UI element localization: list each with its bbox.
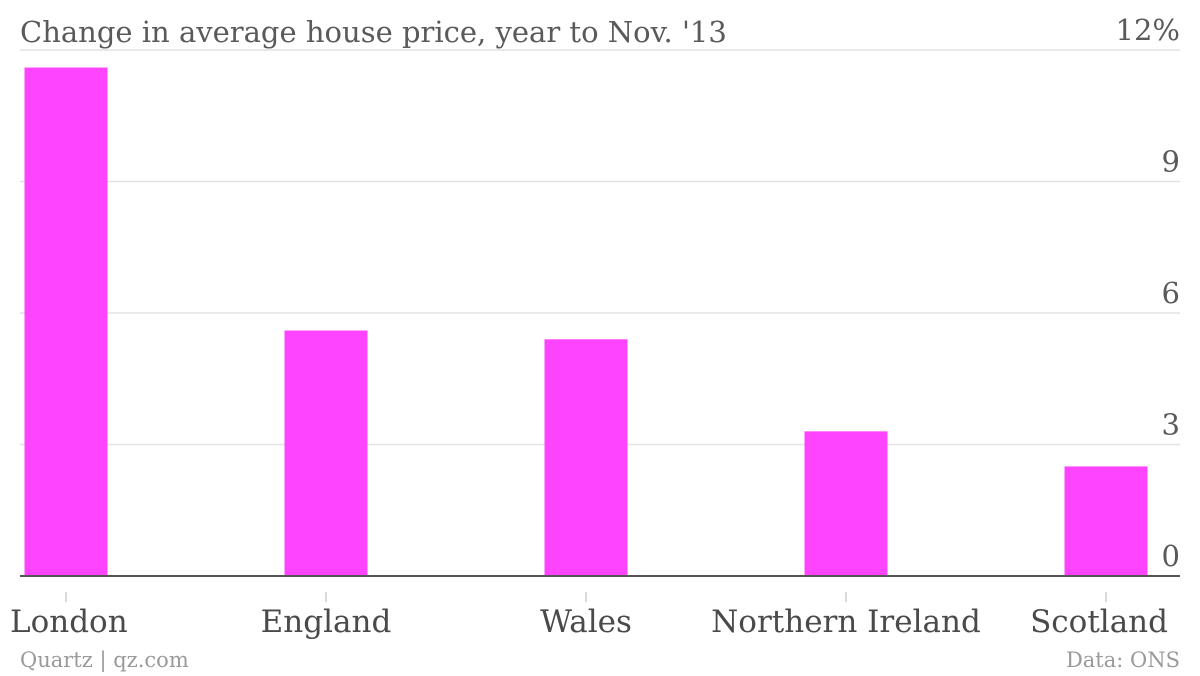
category-labels: London England Wales Northern Ireland Scotla… — [10, 604, 1168, 640]
category-label: London — [10, 604, 128, 640]
category-label: Scotland — [1030, 604, 1168, 640]
y-tick-label: 9 — [1162, 145, 1180, 179]
source-credit: Quartz | qz.com — [20, 648, 189, 673]
y-tick-label: 0 — [1162, 539, 1180, 573]
category-label: Wales — [540, 604, 632, 640]
bar-wales — [544, 339, 628, 576]
category-label: Northern Ireland — [711, 604, 981, 640]
data-source: Data: ONS — [1066, 648, 1180, 672]
y-tick-label: 12% — [1116, 13, 1180, 47]
y-tick-label: 6 — [1162, 276, 1180, 310]
y-tick-label: 3 — [1162, 408, 1180, 442]
bar-london — [24, 67, 108, 577]
bar-scotland — [1064, 466, 1148, 576]
bars — [24, 67, 1148, 577]
category-label: England — [261, 604, 392, 640]
chart-title: Change in average house price, year to N… — [20, 15, 727, 49]
bar-england — [284, 330, 368, 576]
x-axis-ticks — [65, 592, 1107, 602]
y-axis-tick-labels: 0 3 6 9 12% — [1116, 13, 1180, 573]
bar-northern-ireland — [804, 431, 888, 576]
